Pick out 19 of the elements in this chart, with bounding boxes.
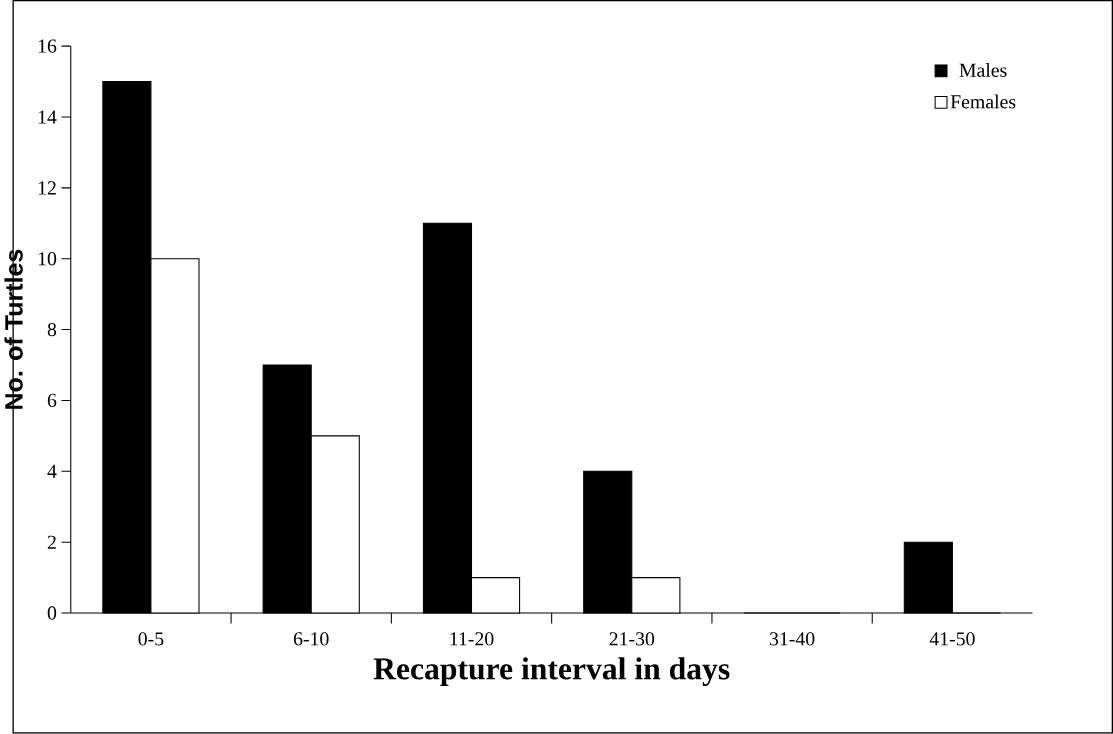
y-tick-label: 10 xyxy=(38,252,57,266)
x-tick-label: 11-20 xyxy=(450,632,494,646)
legend-label: Females xyxy=(950,94,1016,109)
y-tick-label: 12 xyxy=(38,181,56,195)
y-tick-label: 14 xyxy=(38,110,57,124)
x-tick-label: 21-30 xyxy=(609,632,655,646)
legend-label: Males xyxy=(959,63,1007,78)
x-tick-label: 41-50 xyxy=(929,632,975,646)
y-tick-label: 8 xyxy=(47,323,57,337)
y-tick-label: 6 xyxy=(47,393,57,408)
y-tick-label: 0 xyxy=(47,606,57,620)
y-axis-title: No. of Turtles xyxy=(4,249,23,410)
x-tick-label: 0-5 xyxy=(138,632,164,646)
x-tick-label: 31-40 xyxy=(769,632,815,646)
y-tick-label: 4 xyxy=(47,464,57,478)
x-axis-title: Recapture interval in days xyxy=(373,657,730,687)
y-tick-label: 2 xyxy=(47,535,56,549)
y-tick-label: 16 xyxy=(38,39,57,53)
x-tick-label: 6-10 xyxy=(293,632,329,646)
